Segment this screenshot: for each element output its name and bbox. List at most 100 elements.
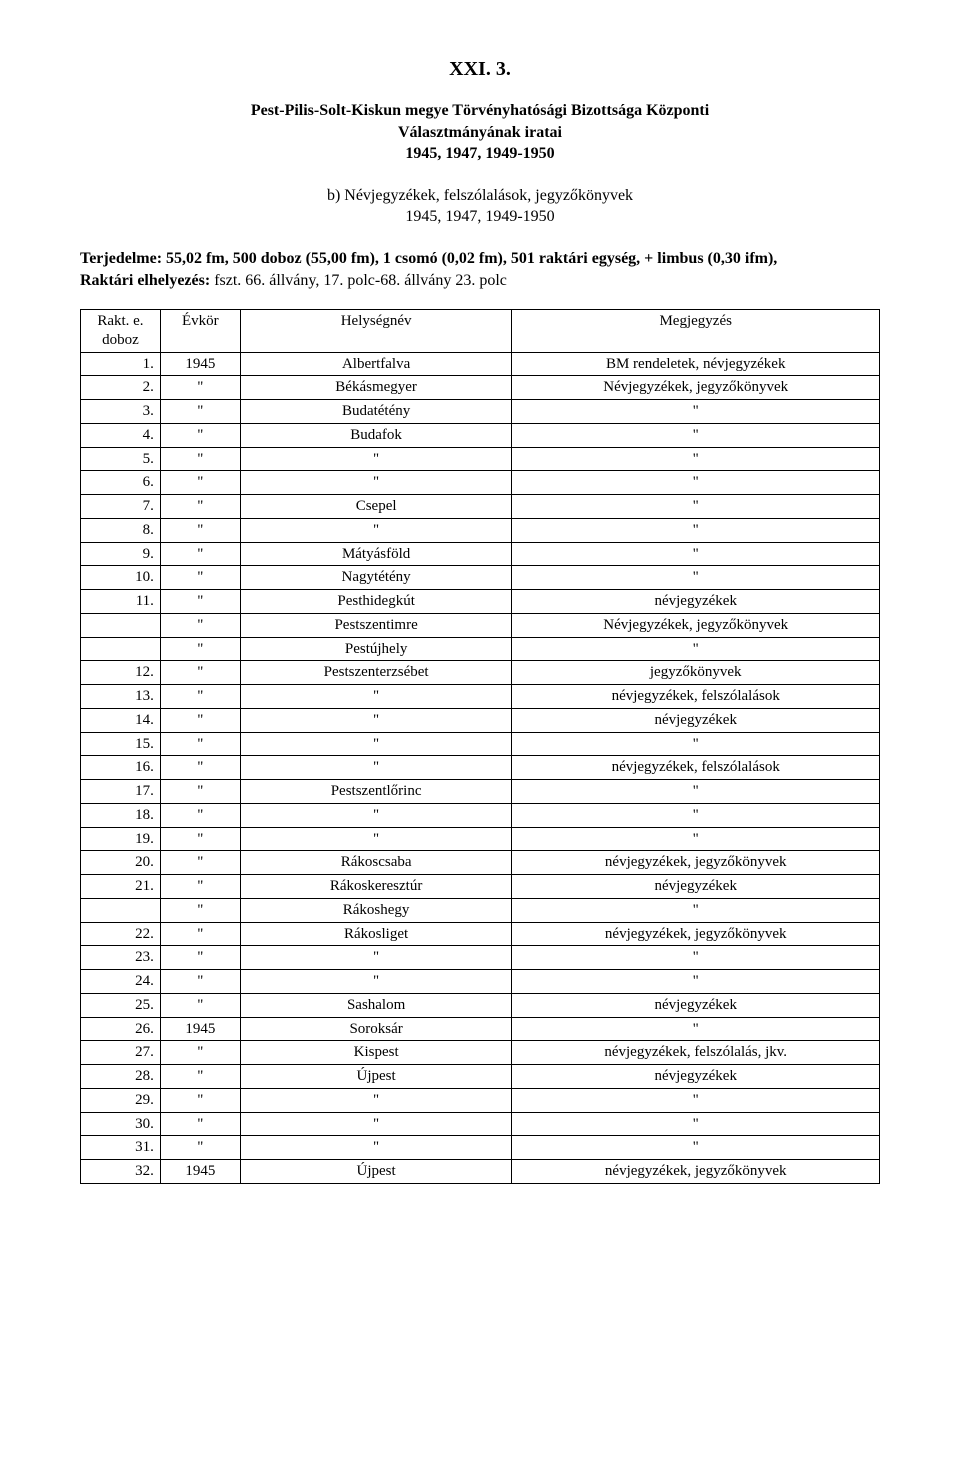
page-code: XXI. 3. [80, 56, 880, 82]
cell-rakt: 30. [81, 1112, 161, 1136]
cell-evkor: " [160, 875, 240, 899]
cell-rakt: 23. [81, 946, 161, 970]
table-row: "PestszentimreNévjegyzékek, jegyzőkönyve… [81, 613, 880, 637]
cell-helysegnev: " [240, 756, 512, 780]
cell-megjegyzes: Névjegyzékek, jegyzőkönyvek [512, 613, 880, 637]
cell-evkor: " [160, 970, 240, 994]
table-row: 3."Budatétény" [81, 400, 880, 424]
cell-rakt: 20. [81, 851, 161, 875]
table-row: 11."Pesthidegkútnévjegyzékek [81, 590, 880, 614]
cell-rakt: 6. [81, 471, 161, 495]
th-rakt: Rakt. e. doboz [81, 310, 161, 353]
sub-line-2: 1945, 1947, 1949-1950 [80, 206, 880, 228]
cell-evkor: " [160, 495, 240, 519]
cell-rakt: 3. [81, 400, 161, 424]
cell-rakt: 7. [81, 495, 161, 519]
th-rakt-a: Rakt. e. [87, 312, 154, 331]
cell-evkor: " [160, 590, 240, 614]
table-row: 19.""" [81, 827, 880, 851]
cell-evkor: " [160, 542, 240, 566]
cell-helysegnev: Budafok [240, 423, 512, 447]
table-row: 10."Nagytétény" [81, 566, 880, 590]
cell-helysegnev: Pestszenterzsébet [240, 661, 512, 685]
cell-helysegnev: " [240, 827, 512, 851]
table-row: 20."Rákoscsabanévjegyzékek, jegyzőkönyve… [81, 851, 880, 875]
table-row: 14.""névjegyzékek [81, 708, 880, 732]
table-row: 1.1945AlbertfalvaBM rendeletek, névjegyz… [81, 352, 880, 376]
cell-helysegnev: Kispest [240, 1041, 512, 1065]
cell-evkor: " [160, 803, 240, 827]
cell-evkor: " [160, 898, 240, 922]
cell-megjegyzes: " [512, 400, 880, 424]
cell-rakt: 18. [81, 803, 161, 827]
cell-evkor: " [160, 637, 240, 661]
cell-evkor: " [160, 851, 240, 875]
cell-helysegnev: " [240, 447, 512, 471]
cell-evkor: " [160, 732, 240, 756]
cell-evkor: " [160, 993, 240, 1017]
table-row: 9."Mátyásföld" [81, 542, 880, 566]
cell-helysegnev: Rákosliget [240, 922, 512, 946]
cell-evkor: " [160, 946, 240, 970]
cell-helysegnev: Pestszentimre [240, 613, 512, 637]
cell-rakt: 2. [81, 376, 161, 400]
cell-rakt: 12. [81, 661, 161, 685]
cell-rakt: 17. [81, 780, 161, 804]
th-helysegnev: Helységnév [240, 310, 512, 353]
cell-rakt: 11. [81, 590, 161, 614]
cell-megjegyzes: " [512, 1136, 880, 1160]
cell-evkor: " [160, 423, 240, 447]
cell-evkor: " [160, 922, 240, 946]
cell-rakt: 8. [81, 518, 161, 542]
cell-rakt [81, 898, 161, 922]
data-table: Rakt. e. doboz Évkör Helységnév Megjegyz… [80, 309, 880, 1184]
desc-line-1: Terjedelme: 55,02 fm, 500 doboz (55,00 f… [80, 248, 880, 270]
cell-rakt: 10. [81, 566, 161, 590]
table-row: "Pestújhely" [81, 637, 880, 661]
table-row: 2."BékásmegyerNévjegyzékek, jegyzőkönyve… [81, 376, 880, 400]
table-header-row: Rakt. e. doboz Évkör Helységnév Megjegyz… [81, 310, 880, 353]
cell-helysegnev: Újpest [240, 1160, 512, 1184]
cell-megjegyzes: jegyzőkönyvek [512, 661, 880, 685]
table-row: "Rákoshegy" [81, 898, 880, 922]
cell-helysegnev: " [240, 1112, 512, 1136]
cell-megjegyzes: névjegyzékek, felszólalások [512, 756, 880, 780]
cell-megjegyzes: " [512, 732, 880, 756]
cell-evkor: " [160, 566, 240, 590]
table-row: 28."Újpestnévjegyzékek [81, 1065, 880, 1089]
cell-rakt: 29. [81, 1088, 161, 1112]
cell-helysegnev: " [240, 1136, 512, 1160]
cell-rakt: 32. [81, 1160, 161, 1184]
cell-megjegyzes: névjegyzékek [512, 708, 880, 732]
cell-helysegnev: " [240, 708, 512, 732]
cell-megjegyzes: " [512, 1088, 880, 1112]
cell-megjegyzes: névjegyzékek, jegyzőkönyvek [512, 922, 880, 946]
cell-rakt: 31. [81, 1136, 161, 1160]
cell-evkor: " [160, 376, 240, 400]
desc-block: Terjedelme: 55,02 fm, 500 doboz (55,00 f… [80, 248, 880, 291]
table-row: 21."Rákoskeresztúrnévjegyzékek [81, 875, 880, 899]
th-rakt-b: doboz [87, 331, 154, 350]
cell-megjegyzes: " [512, 1112, 880, 1136]
cell-evkor: 1945 [160, 1160, 240, 1184]
cell-megjegyzes: " [512, 827, 880, 851]
cell-helysegnev: Nagytétény [240, 566, 512, 590]
cell-megjegyzes: " [512, 566, 880, 590]
cell-evkor: " [160, 827, 240, 851]
cell-megjegyzes: " [512, 898, 880, 922]
table-row: 16.""névjegyzékek, felszólalások [81, 756, 880, 780]
cell-megjegyzes: " [512, 803, 880, 827]
cell-evkor: " [160, 613, 240, 637]
title-block: Pest-Pilis-Solt-Kiskun megye Törvényható… [80, 100, 880, 165]
cell-evkor: " [160, 1112, 240, 1136]
cell-evkor: 1945 [160, 1017, 240, 1041]
table-row: 23.""" [81, 946, 880, 970]
desc-line-2-rest: fszt. 66. állvány, 17. polc-68. állvány … [210, 272, 507, 289]
desc-line-2-label: Raktári elhelyezés: [80, 272, 210, 289]
table-body: 1.1945AlbertfalvaBM rendeletek, névjegyz… [81, 352, 880, 1183]
cell-helysegnev: " [240, 685, 512, 709]
cell-evkor: " [160, 471, 240, 495]
cell-helysegnev: " [240, 946, 512, 970]
cell-helysegnev: Albertfalva [240, 352, 512, 376]
cell-helysegnev: Pesthidegkút [240, 590, 512, 614]
